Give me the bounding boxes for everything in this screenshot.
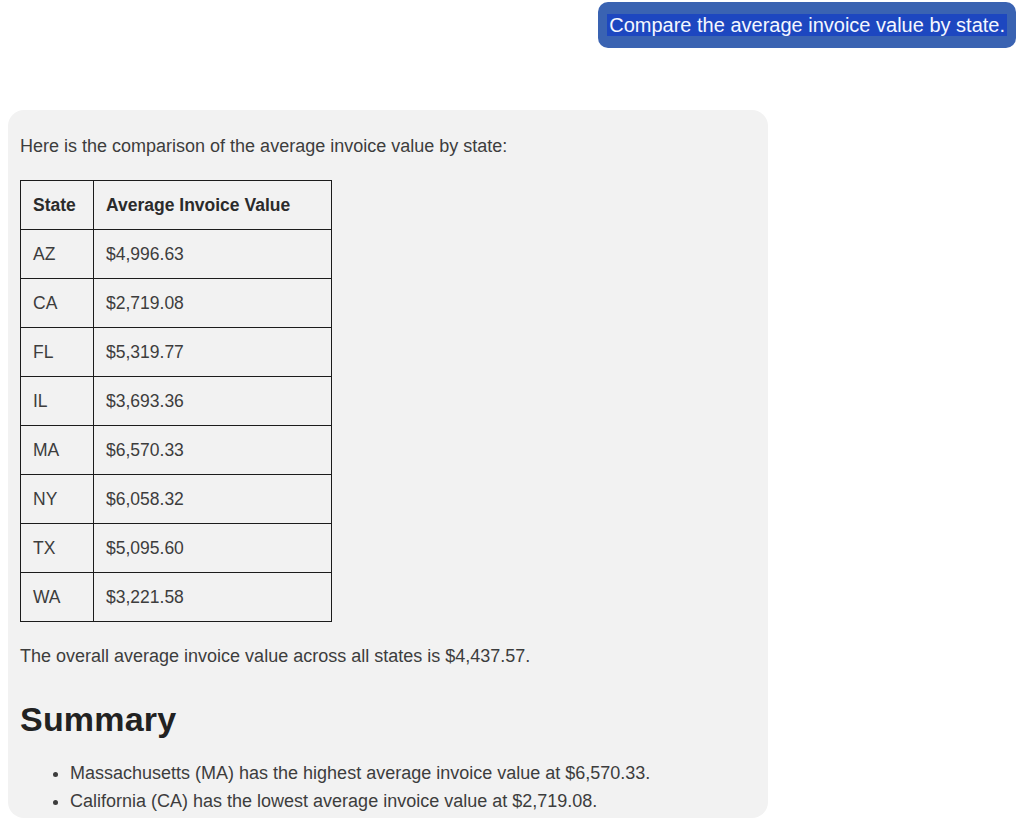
value-cell: $3,693.36 xyxy=(94,377,332,426)
value-cell: $6,570.33 xyxy=(94,426,332,475)
intro-text: Here is the comparison of the average in… xyxy=(20,122,756,159)
value-cell: $2,719.08 xyxy=(94,279,332,328)
value-cell: $5,095.60 xyxy=(94,524,332,573)
column-header-state: State xyxy=(21,181,94,230)
state-cell: CA xyxy=(21,279,94,328)
invoice-table: State Average Invoice Value AZ $4,996.63… xyxy=(20,180,332,622)
summary-heading: Summary xyxy=(20,699,756,739)
table-row: NY $6,058.32 xyxy=(21,475,332,524)
table-row: IL $3,693.36 xyxy=(21,377,332,426)
state-cell: FL xyxy=(21,328,94,377)
table-row: AZ $4,996.63 xyxy=(21,230,332,279)
value-cell: $4,996.63 xyxy=(94,230,332,279)
user-message-text: Compare the average invoice value by sta… xyxy=(607,14,1007,36)
user-message-bubble: Compare the average invoice value by sta… xyxy=(598,2,1016,48)
table-row: CA $2,719.08 xyxy=(21,279,332,328)
summary-list: Massachusetts (MA) has the highest avera… xyxy=(20,759,756,815)
state-cell: MA xyxy=(21,426,94,475)
table-header-row: State Average Invoice Value xyxy=(21,181,332,230)
table-row: FL $5,319.77 xyxy=(21,328,332,377)
assistant-response-panel: Here is the comparison of the average in… xyxy=(8,110,768,818)
value-cell: $3,221.58 xyxy=(94,573,332,622)
summary-bullet-lowest: California (CA) has the lowest average i… xyxy=(70,787,756,815)
table-row: WA $3,221.58 xyxy=(21,573,332,622)
column-header-value: Average Invoice Value xyxy=(94,181,332,230)
state-cell: IL xyxy=(21,377,94,426)
state-cell: WA xyxy=(21,573,94,622)
value-cell: $6,058.32 xyxy=(94,475,332,524)
state-cell: TX xyxy=(21,524,94,573)
overall-average-text: The overall average invoice value across… xyxy=(20,643,756,669)
table-row: MA $6,570.33 xyxy=(21,426,332,475)
value-cell: $5,319.77 xyxy=(94,328,332,377)
state-cell: NY xyxy=(21,475,94,524)
summary-bullet-highest: Massachusetts (MA) has the highest avera… xyxy=(70,759,756,787)
state-cell: AZ xyxy=(21,230,94,279)
table-row: TX $5,095.60 xyxy=(21,524,332,573)
